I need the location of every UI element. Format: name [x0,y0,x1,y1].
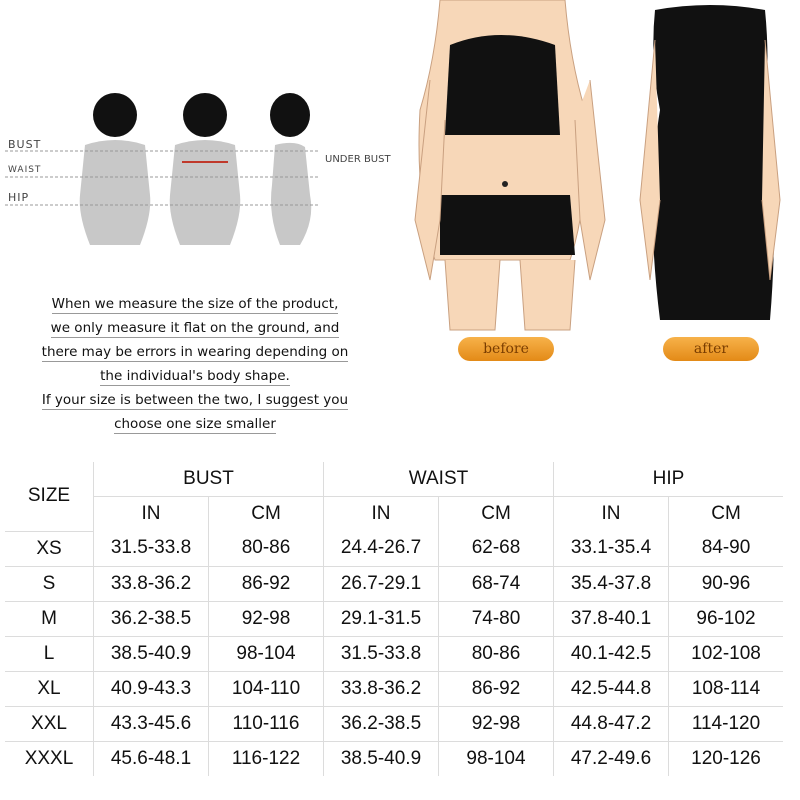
measurement-cell: 47.2-49.6 [553,740,669,776]
measurement-cell: 116-122 [208,740,324,776]
measurement-cell: 110-116 [208,705,324,742]
table-row: XXXL 45.6-48.1 116-122 38.5-40.9 98-104 47.2-… [5,740,783,776]
before-after-illustration [414,0,781,331]
unit-header: CM [668,496,783,531]
table-header-groups: SIZE BUST WAIST HIP [5,462,783,532]
measurement-cell: 45.6-48.1 [93,740,209,776]
label-under-bust: UNDER BUST [325,154,391,165]
group-waist: WAIST [323,462,554,497]
measurement-cell: 98-104 [438,740,554,776]
table-row: L 38.5-40.9 98-104 31.5-33.8 80-86 40.1-42.5 1… [5,635,783,672]
note-line: the individual's body shape. [100,368,290,386]
table-row: S 33.8-36.2 86-92 26.7-29.1 68-74 35.4-37.8 90… [5,565,783,602]
before-label: before [458,337,554,361]
measurement-cell: 120-126 [668,740,783,776]
unit-header: CM [208,496,324,531]
label-waist: WAIST [8,165,42,175]
measurement-cell: 86-92 [208,565,324,602]
measurement-cell: 33.8-36.2 [93,565,209,602]
measurement-cell: 114-120 [668,705,783,742]
table-row: XXL 43.3-45.6 110-116 36.2-38.5 92-98 44.8-47… [5,705,783,742]
measurement-cell: 98-104 [208,635,324,672]
table-header-units: IN CM IN CM IN CM [5,496,783,531]
note-line: there may be errors in wearing depending… [41,344,349,362]
table-row: XL 40.9-43.3 104-110 33.8-36.2 86-92 42.5-44.… [5,670,783,707]
measurement-cell: 40.9-43.3 [93,670,209,707]
size-cell: S [5,565,94,602]
measurement-cell: 68-74 [438,565,554,602]
measurement-cell: 31.5-33.8 [323,635,439,672]
label-bust: BUST [8,138,42,151]
measurement-cell: 42.5-44.8 [553,670,669,707]
measurement-cell: 29.1-31.5 [323,600,439,637]
unit-header: IN [553,496,669,531]
measurement-cell: 33.8-36.2 [323,670,439,707]
figure-side [270,93,312,245]
measurement-cell: 102-108 [668,635,783,672]
unit-header: IN [323,496,439,531]
measurement-cell: 40.1-42.5 [553,635,669,672]
size-header: SIZE [5,462,94,532]
measurement-cell: 26.7-29.1 [323,565,439,602]
after-figure [639,5,781,320]
figure-back [79,93,151,245]
measurement-cell: 90-96 [668,565,783,602]
size-cell: XS [5,531,94,567]
group-hip: HIP [553,462,783,497]
measurement-cell: 92-98 [208,600,324,637]
figure-front [169,93,241,245]
measurement-cell: 38.5-40.9 [93,635,209,672]
measurement-cell: 80-86 [438,635,554,672]
label-hip: HIP [8,191,30,204]
measurement-cell: 35.4-37.8 [553,565,669,602]
measurement-cell: 36.2-38.5 [323,705,439,742]
measurement-cell: 44.8-47.2 [553,705,669,742]
measurement-cell: 62-68 [438,531,554,567]
unit-header: CM [438,496,554,531]
measurement-cell: 74-80 [438,600,554,637]
measurement-cell: 96-102 [668,600,783,637]
measurement-cell: 43.3-45.6 [93,705,209,742]
measurement-cell: 86-92 [438,670,554,707]
size-cell: XXL [5,705,94,742]
size-cell: XXXL [5,740,94,776]
after-label: after [663,337,759,361]
measurement-cell: 108-114 [668,670,783,707]
measurement-cell: 37.8-40.1 [553,600,669,637]
size-cell: XL [5,670,94,707]
measurement-cell: 92-98 [438,705,554,742]
note-line: we only measure it flat on the ground, a… [50,320,340,338]
size-cell: L [5,635,94,672]
measurement-cell: 24.4-26.7 [323,531,439,567]
note-line: If your size is between the two, I sugge… [41,392,349,410]
measurement-cell: 31.5-33.8 [93,531,209,567]
measurement-cell: 33.1-35.4 [553,531,669,567]
size-chart-table: SIZE BUST WAIST HIP IN CM IN CM IN CM XS… [5,462,783,776]
measurement-cell: 80-86 [208,531,324,567]
unit-header: IN [93,496,209,531]
table-row: M 36.2-38.5 92-98 29.1-31.5 74-80 37.8-40.1 96… [5,600,783,637]
measurement-diagram [5,93,320,245]
size-cell: M [5,600,94,637]
measurement-cell: 38.5-40.9 [323,740,439,776]
table-row: XS 31.5-33.8 80-86 24.4-26.7 62-68 33.1-35.4 8… [5,531,783,567]
measurement-cell: 36.2-38.5 [93,600,209,637]
measurement-cell: 84-90 [668,531,783,567]
note-line: When we measure the size of the product, [51,296,339,314]
note-line: choose one size smaller [114,416,276,434]
group-bust: BUST [93,462,324,497]
before-figure [414,0,606,331]
measurement-cell: 104-110 [208,670,324,707]
